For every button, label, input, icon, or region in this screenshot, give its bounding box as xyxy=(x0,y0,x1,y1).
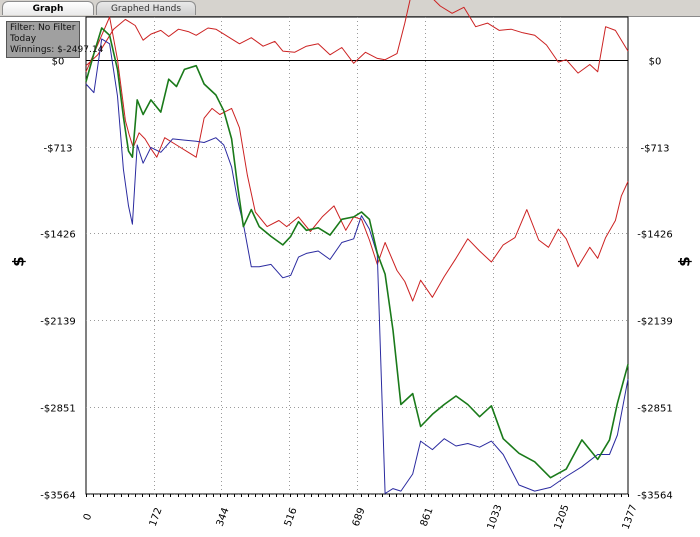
y-tick-label-right: -$1426 xyxy=(637,230,672,241)
winnings-label: Winnings: $-2497.14 xyxy=(10,45,104,55)
y-tick-label-right: -$713 xyxy=(640,144,669,155)
x-tick-label: 1377 xyxy=(621,503,640,531)
plot-area xyxy=(85,16,629,495)
tab-graphed-hands[interactable]: Graphed Hands xyxy=(96,1,196,15)
y-tick-label-left: -$2851 xyxy=(40,404,75,415)
filter-label: Filter: No Filter xyxy=(10,23,76,33)
x-tick-label: 0 xyxy=(82,512,95,522)
y-tick-label-left: -$1426 xyxy=(40,230,75,241)
tab-graph[interactable]: Graph xyxy=(2,1,94,15)
y-tick-label-left: $0 xyxy=(52,57,65,68)
x-tick-label: 689 xyxy=(351,506,368,528)
period-label: Today xyxy=(10,34,37,44)
x-tick-label: 1033 xyxy=(486,503,505,531)
y-axis-label-left: $ xyxy=(9,256,28,267)
y-axis-label-right: $ xyxy=(675,256,694,267)
x-tick-label: 516 xyxy=(283,506,300,528)
series-line-1 xyxy=(85,16,629,302)
y-tick-label-right: -$2139 xyxy=(637,317,672,328)
tab-bar: Graph Graphed Hands xyxy=(0,0,700,17)
y-tick-label-left: -$3564 xyxy=(40,491,75,502)
y-tick-label-right: -$3564 xyxy=(637,491,672,502)
y-tick-label-right: $0 xyxy=(649,57,662,68)
y-tick-label-right: -$2851 xyxy=(637,404,672,415)
x-tick-label: 1205 xyxy=(553,503,572,531)
series-line-0 xyxy=(85,0,629,74)
x-tick-label: 172 xyxy=(148,506,165,528)
x-tick-label: 344 xyxy=(215,506,232,528)
series-line-3 xyxy=(85,27,629,479)
y-tick-label-left: -$713 xyxy=(43,144,72,155)
x-tick-label: 861 xyxy=(419,506,436,528)
series-line-2 xyxy=(85,38,629,494)
y-tick-label-left: -$2139 xyxy=(40,317,75,328)
filter-info-box: Filter: No Filter Today Winnings: $-2497… xyxy=(6,21,104,58)
